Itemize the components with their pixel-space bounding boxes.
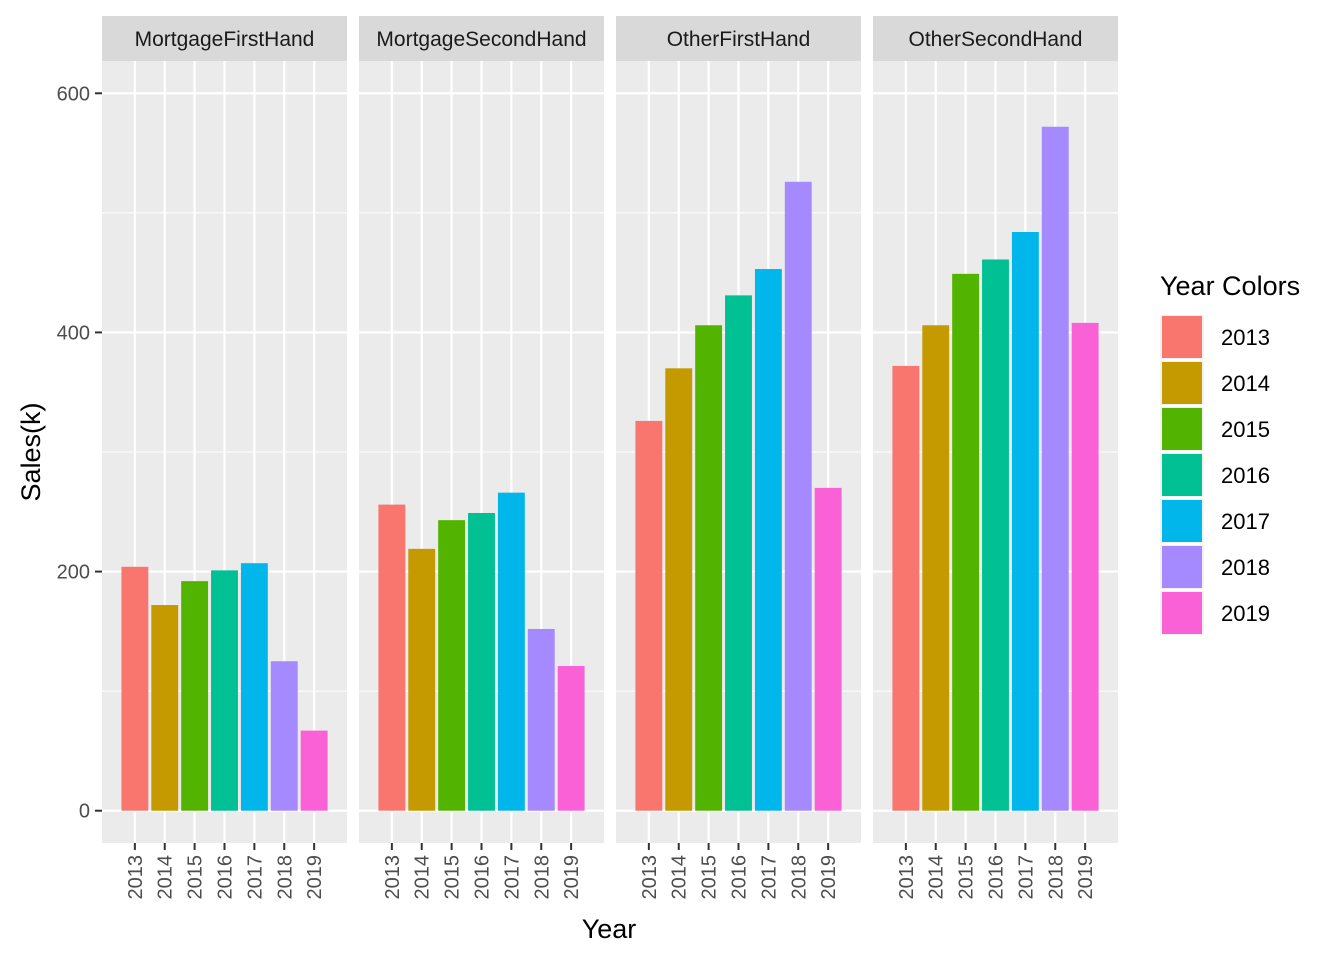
x-tick-label: 2016	[215, 855, 237, 900]
x-tick-label: 2017	[1015, 855, 1037, 900]
y-axis: 0 200 400 600	[57, 83, 102, 823]
bar-OtherSecondHand-2017	[1011, 231, 1039, 811]
legend-label: 2018	[1221, 555, 1270, 580]
x-tick-label: 2014	[155, 855, 177, 900]
facet-strip	[102, 16, 347, 61]
bar-OtherSecondHand-2018	[1041, 126, 1069, 811]
legend-swatch-2013	[1162, 316, 1202, 358]
facet-strip	[359, 16, 604, 61]
bar-OtherFirstHand-2016	[725, 295, 752, 811]
y-tick-label: 0	[79, 801, 90, 823]
x-tick-label: 2015	[699, 855, 721, 900]
y-tick-label: 600	[57, 83, 90, 105]
bar-OtherSecondHand-2014	[922, 325, 950, 811]
x-tick-label: 2017	[501, 855, 523, 900]
bar-MortgageFirstHand-2015	[181, 581, 209, 811]
facet-strip-label: OtherFirstHand	[667, 28, 811, 51]
x-tick-label: 2016	[729, 855, 751, 900]
x-tick-label: 2018	[531, 855, 553, 900]
bar-OtherFirstHand-2014	[665, 368, 693, 811]
x-tick-label: 2019	[561, 855, 583, 900]
bar-OtherFirstHand-2013	[635, 420, 663, 811]
y-tick-label: 200	[57, 562, 90, 584]
x-axis-title: Year	[582, 914, 637, 944]
x-tick-label: 2013	[125, 855, 147, 900]
facet-panel-OtherSecondHand: OtherSecondHand 2013 2014 2015 2016 2017 2018 2…	[873, 16, 1118, 900]
bar-MortgageSecondHand-2018	[527, 628, 555, 811]
bar-MortgageSecondHand-2017	[497, 492, 525, 811]
bar-MortgageSecondHand-2014	[408, 548, 436, 811]
facet-panel-MortgageFirstHand: MortgageFirstHand 2013 2014 2015 2016 2017 201…	[102, 16, 347, 900]
bar-MortgageFirstHand-2013	[121, 566, 149, 811]
facet-panel-MortgageSecondHand: MortgageSecondHand 2013 2014 2015 2016 2017 20…	[359, 16, 604, 900]
facet-strip-label: OtherSecondHand	[909, 28, 1083, 51]
x-tick-label: 2016	[472, 855, 494, 900]
legend-label: 2017	[1221, 509, 1270, 534]
bar-MortgageFirstHand-2018	[270, 661, 298, 811]
x-tick-label: 2013	[639, 855, 661, 900]
bar-OtherSecondHand-2016	[982, 259, 1009, 811]
x-tick-label: 2018	[274, 855, 296, 900]
legend-swatch-2016	[1162, 454, 1202, 496]
x-tick-label: 2017	[244, 855, 266, 900]
x-tick-label: 2017	[758, 855, 780, 900]
facet-strip-label: MortgageFirstHand	[135, 28, 315, 51]
y-tick-label: 400	[57, 322, 90, 344]
x-tick-label: 2018	[788, 855, 810, 900]
x-tick-label: 2018	[1045, 855, 1067, 900]
facet-strip-label: MortgageSecondHand	[376, 28, 586, 51]
bar-MortgageFirstHand-2017	[240, 563, 268, 811]
bar-OtherFirstHand-2015	[695, 325, 723, 811]
legend-title: Year Colors	[1160, 271, 1300, 301]
legend-swatch-2015	[1162, 408, 1202, 450]
bar-OtherFirstHand-2018	[784, 181, 812, 811]
x-tick-label: 2014	[926, 855, 948, 900]
y-axis-title: Sales(k)	[16, 402, 46, 501]
bar-MortgageFirstHand-2016	[211, 570, 238, 811]
x-tick-label: 2015	[442, 855, 464, 900]
bar-OtherSecondHand-2015	[952, 273, 980, 811]
legend-label: 2013	[1221, 325, 1270, 350]
bar-OtherSecondHand-2013	[892, 365, 920, 811]
x-tick-label: 2015	[956, 855, 978, 900]
legend-label: 2014	[1221, 371, 1270, 396]
legend-swatch-2018	[1162, 546, 1202, 588]
x-tick-label: 2015	[185, 855, 207, 900]
x-tick-label: 2013	[382, 855, 404, 900]
facet-strip	[616, 16, 861, 61]
legend-swatch-2014	[1162, 362, 1202, 404]
bar-OtherFirstHand-2017	[754, 269, 782, 811]
x-tick-label: 2014	[669, 855, 691, 900]
x-tick-label: 2013	[896, 855, 918, 900]
legend: Year Colors 2013 2014 2015 2016 2017 2018 2019	[1160, 271, 1300, 635]
bar-MortgageSecondHand-2016	[468, 512, 495, 811]
x-tick-label: 2019	[304, 855, 326, 900]
bar-MortgageFirstHand-2014	[151, 605, 179, 811]
x-tick-label: 2014	[412, 855, 434, 900]
legend-label: 2016	[1221, 463, 1270, 488]
facet-strip	[873, 16, 1118, 61]
bar-MortgageSecondHand-2019	[557, 666, 585, 811]
legend-label: 2015	[1221, 417, 1270, 442]
bar-MortgageFirstHand-2019	[300, 730, 328, 811]
bar-MortgageSecondHand-2015	[438, 520, 466, 811]
bar-OtherSecondHand-2019	[1071, 322, 1099, 811]
x-tick-label: 2019	[818, 855, 840, 900]
legend-swatch-2017	[1162, 500, 1202, 542]
bar-MortgageSecondHand-2013	[378, 504, 406, 811]
bar-OtherFirstHand-2019	[814, 487, 842, 811]
facet-panel-OtherFirstHand: OtherFirstHand 2013 2014 2015 2016 2017 2018 20…	[616, 16, 861, 900]
x-tick-label: 2016	[986, 855, 1008, 900]
x-tick-label: 2019	[1075, 855, 1097, 900]
legend-label: 2019	[1221, 601, 1270, 626]
legend-swatch-2019	[1162, 592, 1202, 634]
